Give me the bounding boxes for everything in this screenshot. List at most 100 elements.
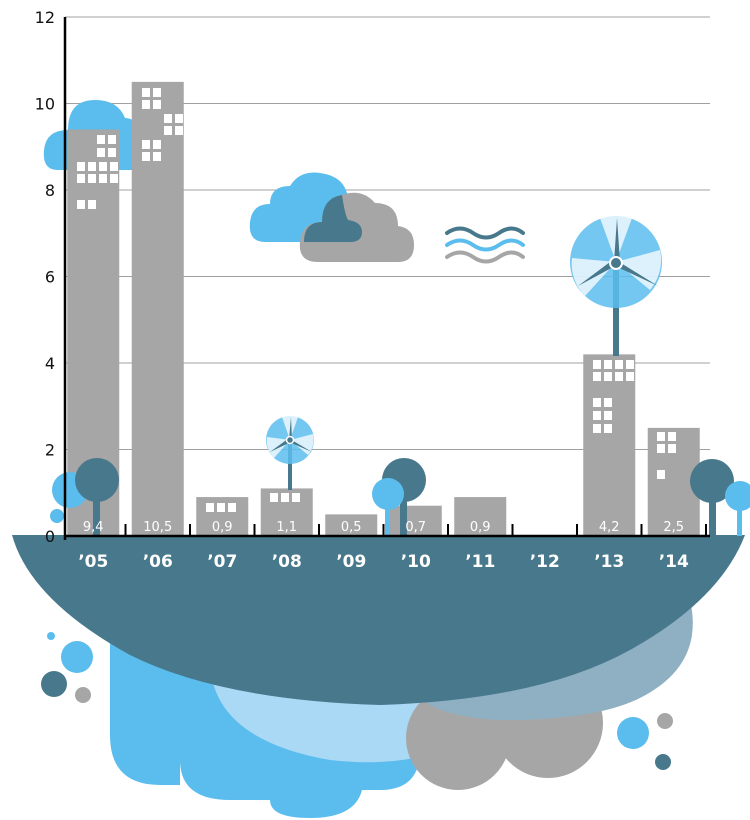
tree-dark-trunk xyxy=(709,482,716,536)
window xyxy=(657,444,665,453)
window xyxy=(99,174,107,183)
turbine-small-mast xyxy=(288,440,292,490)
window xyxy=(77,174,85,183)
tree-icon xyxy=(50,458,750,536)
window xyxy=(97,135,105,144)
window xyxy=(668,444,676,453)
window xyxy=(97,148,105,157)
x-tick-label: ’08 xyxy=(272,552,302,572)
window xyxy=(604,411,612,420)
dot xyxy=(617,717,649,749)
x-tick-label: ’05 xyxy=(78,552,108,572)
x-tick-labels: ’05 ’06 ’07 ’08 ’09 ’10 ’11 ’12 ’13 ’14 xyxy=(78,552,689,572)
window xyxy=(593,398,601,407)
x-tick-label: ’13 xyxy=(594,552,624,572)
x-tick-label: ’09 xyxy=(336,552,366,572)
y-tick-label: 10 xyxy=(35,95,55,114)
tree-light-crown xyxy=(725,481,750,511)
window xyxy=(593,360,601,369)
dot xyxy=(657,713,673,729)
window xyxy=(657,470,665,479)
window xyxy=(281,493,289,502)
island-body xyxy=(12,535,745,705)
y-tick-label: 8 xyxy=(45,181,55,200)
window xyxy=(110,174,118,183)
window xyxy=(88,162,96,171)
window xyxy=(206,503,214,512)
y-tick-label: 2 xyxy=(45,441,55,460)
bar xyxy=(583,354,636,536)
window xyxy=(175,114,183,123)
y-tick-label: 6 xyxy=(45,268,55,287)
turbine-small-blades xyxy=(270,417,312,452)
bar xyxy=(131,81,184,536)
window xyxy=(153,100,161,109)
bar xyxy=(325,514,378,536)
data-label: 0,5 xyxy=(341,520,362,535)
window xyxy=(593,424,601,433)
window xyxy=(142,88,150,97)
wind-turbine-icon xyxy=(266,215,662,490)
window xyxy=(142,140,150,149)
window xyxy=(108,148,116,157)
data-label: 0,9 xyxy=(470,520,491,535)
dot xyxy=(61,641,93,673)
window xyxy=(270,493,278,502)
window xyxy=(88,174,96,183)
axes xyxy=(63,17,710,540)
turbine-large-mast xyxy=(613,262,619,356)
window xyxy=(668,432,676,441)
floating-island-icon xyxy=(12,535,745,818)
turbine-large-hub xyxy=(609,256,623,270)
window xyxy=(626,372,634,381)
tree-light-small xyxy=(50,509,64,523)
x-tick-label: ’07 xyxy=(207,552,237,572)
tree-light-crown xyxy=(372,478,404,510)
turbine-small-hub xyxy=(285,435,295,445)
tree-dark-trunk xyxy=(93,480,100,536)
window xyxy=(615,360,623,369)
data-label: 0,7 xyxy=(405,520,426,535)
window xyxy=(228,503,236,512)
window xyxy=(657,432,665,441)
window xyxy=(604,360,612,369)
data-label: 4,2 xyxy=(599,520,620,535)
x-tick-label: ’06 xyxy=(143,552,173,572)
x-tick-label: ’12 xyxy=(530,552,560,572)
window xyxy=(110,162,118,171)
window xyxy=(604,424,612,433)
window xyxy=(142,152,150,161)
value-labels: 9,4 10,5 0,9 1,1 0,5 0,7 0,9 4,2 2,5 xyxy=(83,520,684,535)
y-tick-labels: 0 2 4 6 8 10 12 xyxy=(35,8,55,546)
cloud-dark-overlap xyxy=(304,195,362,242)
dot xyxy=(41,671,67,697)
tree-dark-trunk xyxy=(400,480,407,536)
window xyxy=(164,114,172,123)
dot xyxy=(47,632,55,640)
window xyxy=(593,372,601,381)
turbine-large-blades xyxy=(578,218,658,286)
window xyxy=(593,411,601,420)
tree-light-trunk xyxy=(385,495,390,536)
window xyxy=(604,398,612,407)
window xyxy=(153,140,161,149)
dot xyxy=(75,687,91,703)
bar-series xyxy=(67,81,700,536)
window xyxy=(164,126,172,135)
window xyxy=(153,152,161,161)
window xyxy=(77,162,85,171)
window xyxy=(88,200,96,209)
window xyxy=(142,100,150,109)
y-tick-label: 4 xyxy=(45,354,55,373)
window xyxy=(626,360,634,369)
tree-light-trunk xyxy=(737,500,742,536)
y-tick-label: 0 xyxy=(45,527,55,546)
y-tick-label: 12 xyxy=(35,8,55,27)
window xyxy=(108,135,116,144)
dot xyxy=(655,754,671,770)
x-tick-label: ’14 xyxy=(659,552,689,572)
data-label: 0,9 xyxy=(212,520,233,535)
window xyxy=(604,372,612,381)
x-tick-label: ’10 xyxy=(401,552,431,572)
window xyxy=(77,200,85,209)
